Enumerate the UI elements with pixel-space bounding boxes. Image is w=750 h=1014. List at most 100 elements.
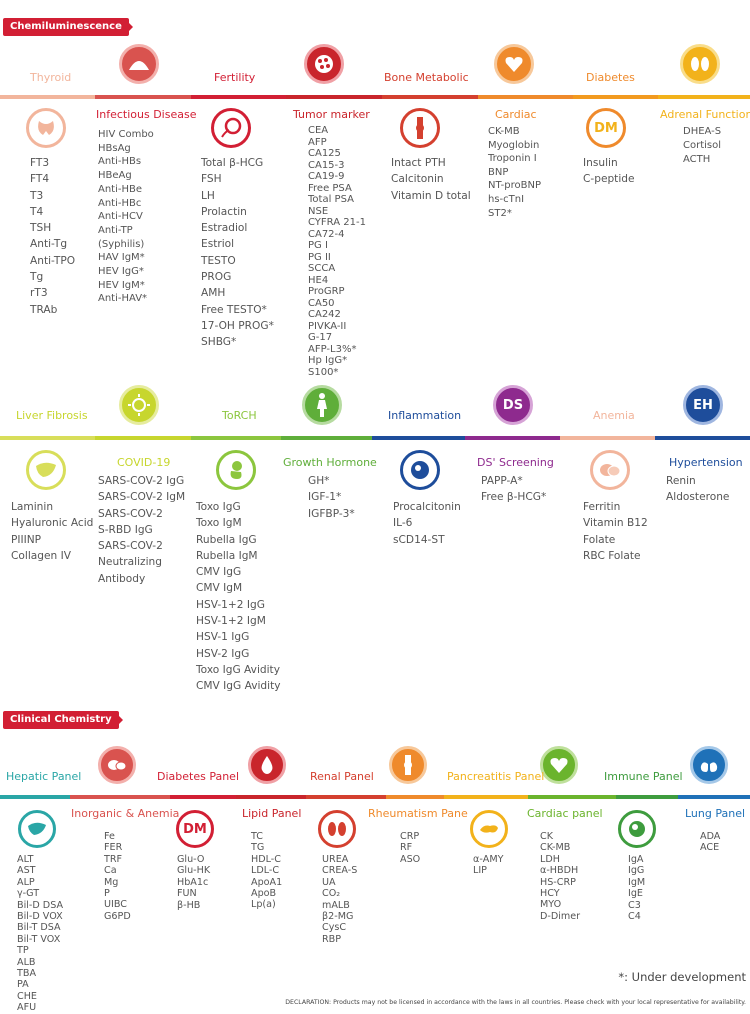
eh-hypertension-icon: EH xyxy=(683,385,723,425)
growth-hormone-list: GH* IGF-1* IGFBP-3* xyxy=(308,473,355,522)
immune-cell-icon xyxy=(618,810,656,848)
list-item: IgA xyxy=(628,854,644,865)
list-item: Anti-Tg xyxy=(30,238,68,251)
list-item: D-Dimer xyxy=(540,910,581,922)
list-item: CA125 xyxy=(308,148,341,159)
thyroid-title: Thyroid xyxy=(30,71,72,84)
blood-cells-icon xyxy=(590,450,630,490)
list-item: IgM xyxy=(628,876,646,888)
list-item: NSE xyxy=(308,205,329,217)
thyroid-list: FT3 FT4 T3 T4 TSH Anti-Tg Anti-TPO Tg rT3 TRAb xyxy=(30,155,75,318)
list-item: MYO xyxy=(540,899,562,911)
lipid-panel-list: TC TG HDL-C LDL-C ApoA1 ApoB Lp(a) xyxy=(251,831,282,911)
inflammation-cell-icon xyxy=(400,450,440,490)
torch-title: ToRCH xyxy=(222,409,257,422)
hypertension-title: Hypertension xyxy=(669,456,743,469)
list-item: Anti-HAV* xyxy=(98,293,148,305)
list-item: CK-MB xyxy=(540,842,571,854)
list-item: Myoglobin xyxy=(488,139,540,151)
pregnant-woman-icon xyxy=(302,385,342,425)
infectious-disease-title: Infectious Disease xyxy=(96,108,197,121)
list-item: HBsAg xyxy=(98,142,131,154)
list-item: T4 xyxy=(30,205,44,218)
list-item: T3 xyxy=(30,189,44,202)
list-item: BNP xyxy=(488,166,509,178)
list-item: Hp IgG* xyxy=(308,355,348,366)
list-item: Anti-HBe xyxy=(98,183,143,195)
list-item: ALT xyxy=(17,854,34,865)
ds-screening-title: DS' Screening xyxy=(477,456,554,469)
list-item: CA15-3 xyxy=(308,159,345,171)
list-item: S100* xyxy=(308,366,339,378)
bone-joint-icon xyxy=(400,108,440,148)
inorganic-anemia-list: Fe FER TRF Ca Mg P UIBC G6PD xyxy=(104,831,131,922)
heart-icon xyxy=(494,44,534,84)
blood-drop-icon xyxy=(248,746,286,784)
list-item: Bil-D DSA xyxy=(17,899,64,911)
list-item: CHE xyxy=(17,990,37,1002)
list-item: HSV-2 IgG xyxy=(196,647,250,660)
list-item: ALB xyxy=(17,956,36,968)
list-item: ASO xyxy=(400,853,421,865)
diabetes-panel-list: Glu-O Glu-HK HbA1c FUN β-HB xyxy=(177,854,210,911)
liver-hepatic-icon xyxy=(18,810,56,848)
list-item: Glu-O xyxy=(177,854,205,865)
list-item: CYFRA 21-1 xyxy=(308,217,366,228)
dm-diabetes-panel-icon: DM xyxy=(176,810,214,848)
list-item: SHBG* xyxy=(201,336,237,349)
list-item: CA19-9 xyxy=(308,171,345,182)
list-item: ADA xyxy=(700,831,721,842)
list-item: LDH xyxy=(540,853,560,865)
list-item: ApoB xyxy=(251,888,277,900)
list-item: PA xyxy=(17,979,29,991)
list-item: HSV-1+2 IgM xyxy=(196,615,266,628)
list-item: TRF xyxy=(104,853,123,865)
uterus-icon xyxy=(304,44,344,84)
list-item: β2-MG xyxy=(322,911,354,923)
list-item: PAPP-A* xyxy=(481,475,523,487)
list-item: TESTO xyxy=(201,254,236,267)
list-item: C-peptide xyxy=(583,173,635,186)
list-item: HS-CRP xyxy=(540,876,576,888)
list-item: SARS-COV-2 IgM xyxy=(98,491,186,504)
list-item: Lp(a) xyxy=(251,899,276,911)
section-label-clinical-chemistry: Clinical Chemistry xyxy=(3,711,123,729)
list-item: Total PSA xyxy=(308,194,354,205)
list-item: Laminin xyxy=(11,501,54,513)
fetus-icon xyxy=(216,450,256,490)
color-band-2 xyxy=(0,436,750,440)
list-item: Ca xyxy=(104,865,117,877)
list-item: Anti-TP xyxy=(98,224,133,236)
list-item: AFP-L3%* xyxy=(308,343,357,355)
declaration-text: DECLARATION: Products may not be license… xyxy=(285,999,746,1006)
list-item: rT3 xyxy=(30,287,48,300)
list-item: PG I xyxy=(308,240,328,251)
fertility-list: Total β-HCG FSH LH Prolactin Estradiol Estrio… xyxy=(201,155,274,351)
cardiac-panel-list: CK CK-MB LDH α-HBDH HS-CRP HCY MYO D-Dimer xyxy=(540,831,580,922)
list-item: S-RBD IgG xyxy=(98,523,153,536)
list-item: G-17 xyxy=(308,332,333,343)
list-item: Rubella IgG xyxy=(196,533,257,546)
rheumatism-panel-list: CRP RF ASO xyxy=(400,831,420,865)
list-item: Fe xyxy=(104,831,115,842)
list-item: Rubella IgM xyxy=(196,549,258,562)
diabetes-title: Diabetes xyxy=(586,71,635,84)
list-item: AST xyxy=(17,865,36,877)
immune-panel-title: Immune Panel xyxy=(604,770,683,783)
list-item: HAV IgM* xyxy=(98,252,145,264)
list-item: Vitamin B12 xyxy=(583,517,648,530)
list-item: CO₂ xyxy=(322,888,341,900)
list-item: CA72-4 xyxy=(308,228,345,240)
list-item: Anti-HBs xyxy=(98,156,142,168)
thyroid-icon xyxy=(26,108,66,148)
sun-virus-icon xyxy=(119,385,159,425)
list-item: Folate xyxy=(583,533,616,546)
list-item: Estriol xyxy=(201,238,235,251)
list-item: PROG xyxy=(201,271,232,284)
list-item: RF xyxy=(400,842,413,854)
list-item: P xyxy=(104,888,110,900)
ds-screening-list: PAPP-A* Free β-HCG* xyxy=(481,473,546,506)
section-label-chemiluminescence: Chemiluminescence xyxy=(3,18,133,36)
list-item: IgG xyxy=(628,865,645,877)
pancreatitis-panel-list: α-AMY LIP xyxy=(473,854,504,877)
